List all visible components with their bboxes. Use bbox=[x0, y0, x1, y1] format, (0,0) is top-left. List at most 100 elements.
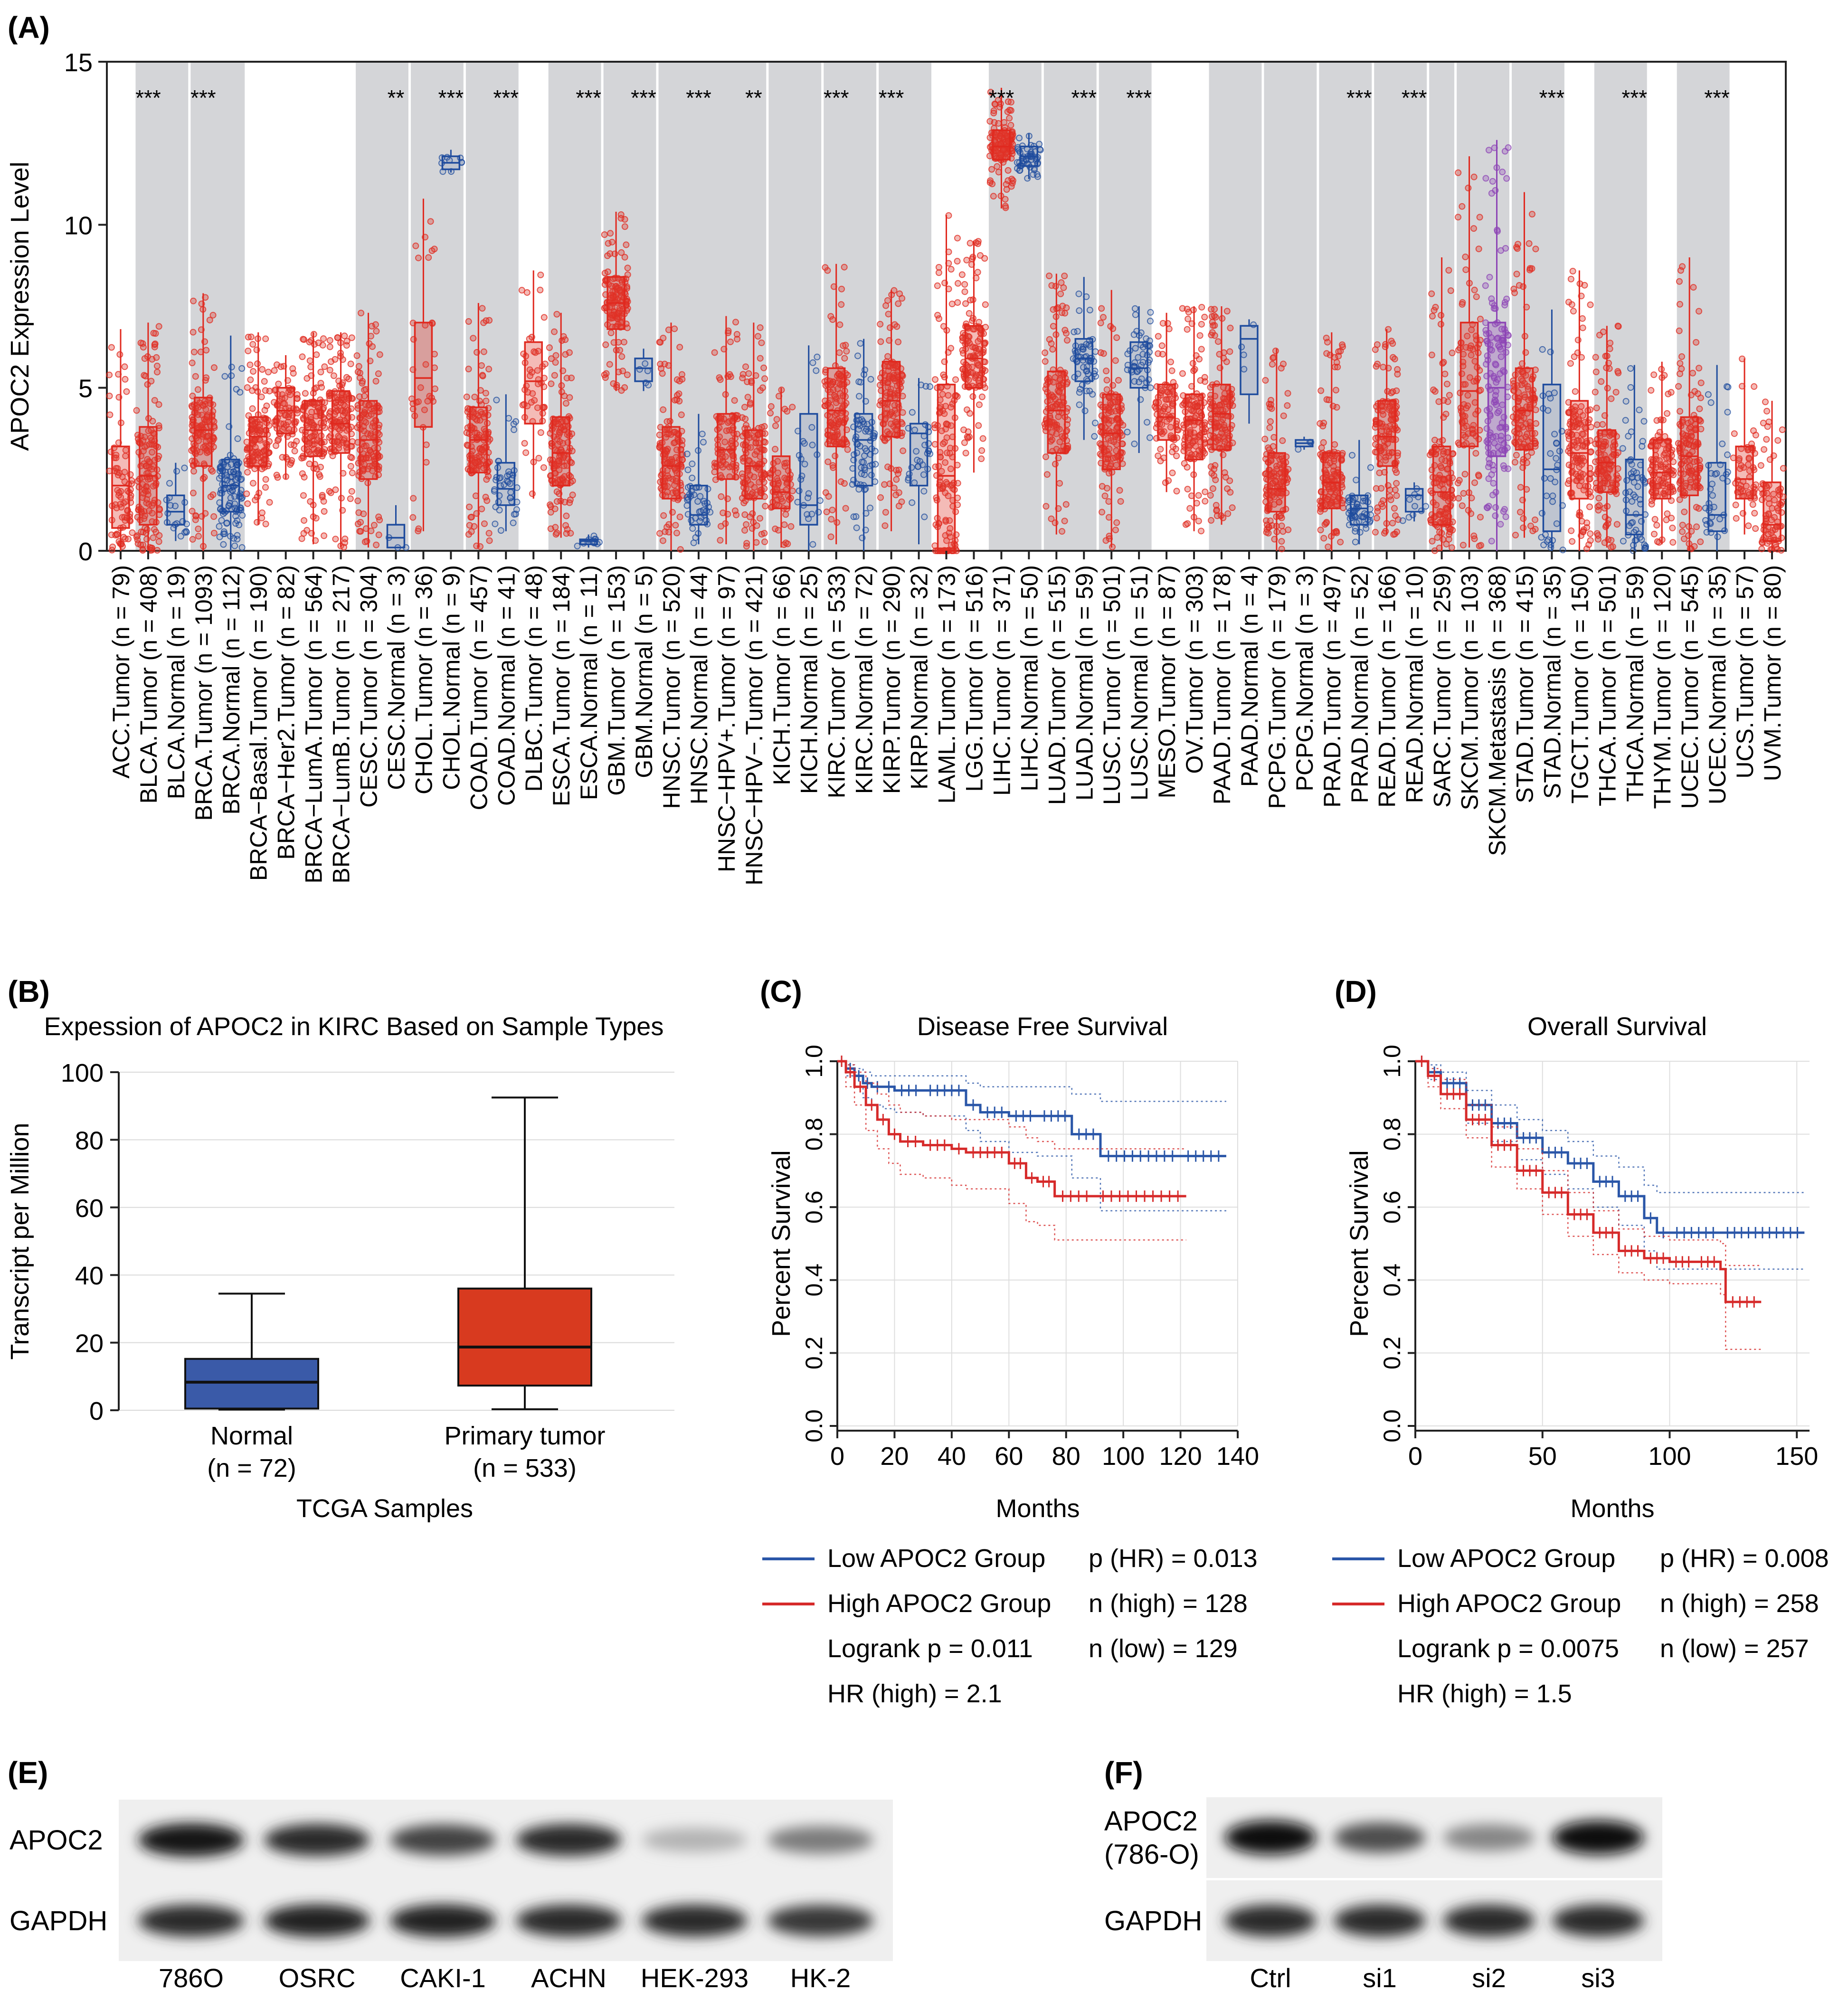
panel-a-point bbox=[601, 371, 608, 378]
panel-a-point bbox=[254, 519, 261, 526]
panel-a-point bbox=[294, 395, 301, 402]
panel-a-point bbox=[948, 301, 956, 308]
panel-a-point bbox=[961, 281, 968, 288]
panel-a-point bbox=[1505, 144, 1512, 151]
panel-a-point bbox=[1198, 528, 1205, 535]
panel-a-point bbox=[855, 486, 862, 493]
panel-a-point bbox=[155, 323, 162, 330]
panel-a-point bbox=[741, 404, 749, 411]
panel-a-point bbox=[1280, 412, 1287, 419]
panel-a-point bbox=[954, 235, 961, 242]
panel-a-point bbox=[302, 390, 309, 397]
panel-a-point bbox=[140, 344, 147, 351]
panel-a-point bbox=[148, 377, 155, 385]
panel-a-point bbox=[1147, 318, 1154, 325]
panel-a-point bbox=[415, 525, 422, 532]
panel-a-point bbox=[547, 525, 554, 532]
panel-a-point bbox=[1352, 528, 1359, 535]
panel-a-point bbox=[1266, 424, 1273, 431]
panel-a-point bbox=[1075, 290, 1082, 297]
panel-a-point bbox=[961, 439, 968, 446]
panel-a-point bbox=[1261, 435, 1269, 443]
panel-a-point bbox=[247, 376, 254, 383]
panel-a-point bbox=[711, 469, 718, 476]
panel-a-point bbox=[934, 282, 941, 289]
panel-a-point bbox=[838, 285, 845, 292]
panel-a-point bbox=[1429, 538, 1436, 545]
panel-a-point bbox=[210, 364, 218, 371]
panel-a-point bbox=[884, 297, 891, 304]
panel-a-point bbox=[1532, 406, 1539, 414]
panel-a-shade bbox=[1400, 62, 1429, 551]
panel-a-y-tick-label: 0 bbox=[78, 538, 93, 566]
panel-a-point bbox=[829, 507, 836, 514]
panel-a-point bbox=[1155, 350, 1162, 357]
panel-a-point bbox=[1520, 515, 1527, 522]
panel-a-point bbox=[144, 456, 151, 463]
panel-a-point bbox=[1339, 341, 1346, 348]
panel-a-point bbox=[772, 525, 779, 532]
panel-a-point bbox=[223, 519, 230, 527]
panel-a-point bbox=[478, 362, 485, 369]
panel-a-point bbox=[171, 502, 179, 509]
panel-a-point bbox=[1559, 547, 1566, 554]
panel-a-point bbox=[149, 509, 156, 517]
panel-a-point bbox=[326, 367, 333, 374]
panel-a-point bbox=[372, 377, 379, 385]
panel-a-point bbox=[154, 547, 161, 554]
panel-a-point bbox=[1103, 368, 1110, 375]
panel-a-point bbox=[618, 387, 625, 394]
panel-a-point bbox=[660, 406, 667, 413]
panel-a-point bbox=[954, 258, 961, 265]
panel-a-point bbox=[1056, 480, 1063, 487]
panel-a-point bbox=[511, 511, 518, 518]
panel-a-point bbox=[195, 533, 202, 540]
panel-a-point bbox=[1471, 535, 1478, 542]
panel-a-point bbox=[1382, 341, 1389, 348]
panel-a-point bbox=[306, 460, 313, 467]
panel-a-point bbox=[935, 269, 942, 276]
panel-a-point bbox=[468, 528, 475, 535]
panel-a-point bbox=[511, 426, 518, 434]
panel-a-point bbox=[1076, 307, 1083, 314]
panel-a-point bbox=[220, 541, 227, 548]
panel-a-point bbox=[1512, 531, 1519, 538]
panel-a-point bbox=[322, 424, 329, 431]
panel-a-shade bbox=[1290, 62, 1318, 551]
panel-a-point bbox=[836, 349, 843, 356]
panel-a-point bbox=[553, 311, 560, 318]
panel-a-point bbox=[1533, 420, 1540, 427]
panel-a-point bbox=[1172, 445, 1179, 453]
panel-a-point bbox=[1438, 311, 1445, 319]
panel-a-point bbox=[689, 474, 696, 481]
panel-a-point bbox=[1465, 184, 1472, 191]
panel-a-point bbox=[1373, 363, 1380, 370]
panel-a-point bbox=[1331, 441, 1338, 448]
panel-a-y-tick-label: 10 bbox=[64, 211, 93, 240]
panel-a-point bbox=[343, 374, 350, 381]
panel-a-point bbox=[244, 500, 251, 507]
panel-a-point bbox=[262, 484, 269, 491]
panel-a-point bbox=[119, 473, 126, 481]
panel-a-point bbox=[1049, 346, 1056, 353]
panel-a-point bbox=[1198, 303, 1205, 311]
panel-a-point bbox=[1105, 498, 1112, 505]
panel-a-point bbox=[254, 493, 261, 500]
panel-a-point bbox=[347, 495, 354, 502]
panel-a-point bbox=[1422, 503, 1429, 510]
panel-a-point bbox=[1502, 513, 1509, 520]
panel-a-point bbox=[1492, 504, 1499, 511]
panel-a-point bbox=[1461, 471, 1469, 478]
panel-a-point bbox=[1130, 331, 1137, 338]
panel-a-point bbox=[301, 517, 308, 524]
panel-a-point bbox=[891, 287, 898, 294]
panel-a-point bbox=[535, 454, 542, 462]
panel-a-point bbox=[1497, 247, 1505, 254]
panel-a-point bbox=[1147, 384, 1154, 391]
panel-a-point bbox=[108, 344, 115, 351]
panel-a-point bbox=[121, 363, 128, 370]
panel-a-point bbox=[567, 529, 574, 537]
panel-a-point bbox=[357, 374, 364, 381]
panel-a-point bbox=[1164, 320, 1171, 327]
panel-a-point bbox=[485, 366, 493, 373]
